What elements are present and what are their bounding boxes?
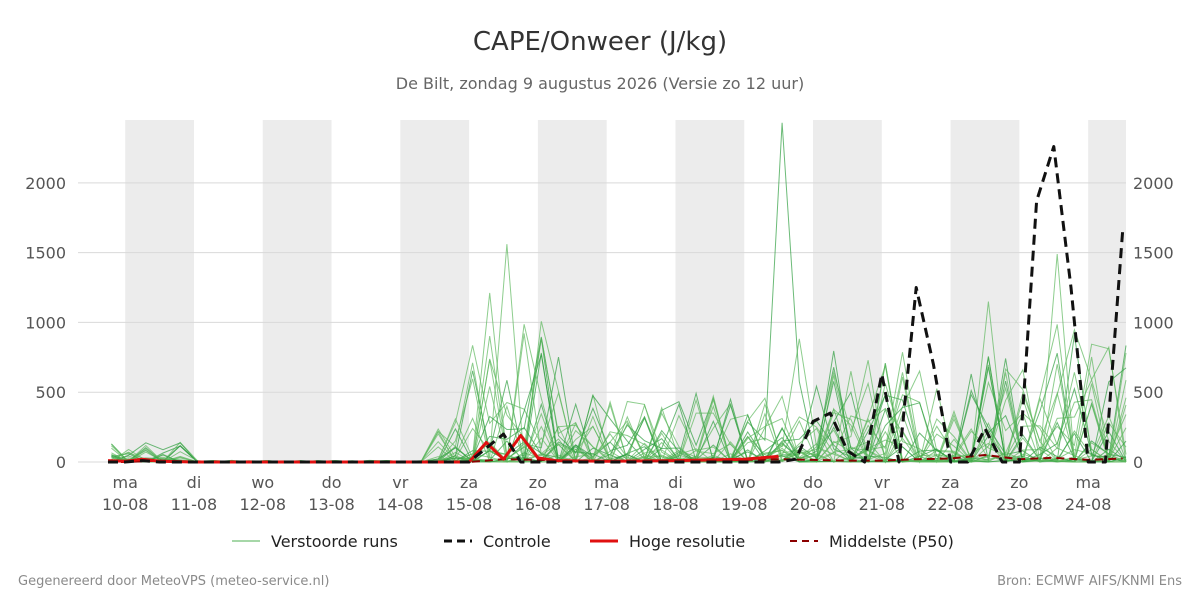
x-tick-date-12: 22-08 — [927, 495, 974, 514]
x-tick-weekday-11: vr — [874, 473, 890, 492]
y-axis-left: 0 500 1000 1500 2000 — [25, 174, 66, 472]
x-tick-weekday-7: ma — [594, 473, 619, 492]
legend-label-0: Verstoorde runs — [271, 532, 398, 551]
x-tick-date-4: 14-08 — [377, 495, 424, 514]
chart-legend: Verstoorde runs Controle Hoge resolutie Mid… — [232, 532, 954, 551]
shade-band-5 — [813, 120, 882, 462]
x-tick-date-10: 20-08 — [790, 495, 837, 514]
legend-label-1: Controle — [483, 532, 551, 551]
y-tick-left-4: 2000 — [25, 174, 66, 193]
x-tick-weekday-3: do — [322, 473, 342, 492]
shade-band-6 — [950, 120, 1020, 462]
legend-label-3: Middelste (P50) — [829, 532, 954, 551]
x-tick-date-3: 13-08 — [308, 495, 355, 514]
chart-subtitle: De Bilt, zondag 9 augustus 2026 (Versie … — [396, 74, 804, 93]
x-tick-date-7: 17-08 — [583, 495, 630, 514]
x-tick-weekday-10: do — [803, 473, 823, 492]
shade-band-4 — [675, 120, 745, 462]
y-tick-right-4: 2000 — [1133, 174, 1174, 193]
series-line-middelste-p50- — [108, 454, 1123, 463]
chart-title: CAPE/Onweer (J/kg) — [473, 27, 727, 57]
footer-generated-by: Gegenereerd door MeteoVPS (meteo-service… — [18, 574, 329, 589]
x-tick-weekday-0: ma — [113, 473, 138, 492]
x-tick-date-5: 15-08 — [446, 495, 493, 514]
x-axis: ma 10-08 di 11-08 wo 12-08 do 13-08 vr 14-08 za 15-… — [102, 473, 1111, 514]
x-tick-date-6: 16-08 — [515, 495, 562, 514]
y-tick-left-2: 1000 — [25, 313, 66, 332]
x-tick-date-1: 11-08 — [171, 495, 218, 514]
series-line-controle — [108, 145, 1125, 464]
x-tick-weekday-6: zo — [529, 473, 547, 492]
x-tick-weekday-1: di — [187, 473, 202, 492]
x-tick-date-14: 24-08 — [1065, 495, 1112, 514]
y-axis-right: 0 500 1000 1500 2000 — [1133, 174, 1174, 472]
x-tick-weekday-12: za — [941, 473, 959, 492]
y-tick-left-3: 1500 — [25, 244, 66, 263]
legend-label-2: Hoge resolutie — [629, 532, 745, 551]
x-tick-date-0: 10-08 — [102, 495, 149, 514]
y-tick-left-0: 0 — [56, 453, 66, 472]
x-tick-weekday-13: zo — [1010, 473, 1028, 492]
x-tick-date-9: 19-08 — [721, 495, 768, 514]
shade-band-7 — [1088, 120, 1126, 462]
weekend-shading — [125, 120, 1126, 462]
y-tick-right-1: 500 — [1133, 383, 1164, 402]
x-tick-weekday-9: wo — [733, 473, 756, 492]
footer-source: Bron: ECMWF AIFS/KNMI Ens — [997, 574, 1182, 589]
x-tick-weekday-8: di — [668, 473, 683, 492]
x-tick-weekday-14: ma — [1075, 473, 1100, 492]
y-tick-right-0: 0 — [1133, 453, 1143, 472]
y-tick-left-1: 500 — [35, 383, 66, 402]
forecast-series — [107, 145, 1125, 464]
x-tick-date-11: 21-08 — [859, 495, 906, 514]
y-tick-right-3: 1500 — [1133, 244, 1174, 263]
x-tick-weekday-2: wo — [251, 473, 274, 492]
shade-band-1 — [262, 120, 332, 462]
x-tick-weekday-4: vr — [392, 473, 408, 492]
x-tick-date-2: 12-08 — [240, 495, 287, 514]
x-tick-date-8: 18-08 — [652, 495, 699, 514]
x-tick-date-13: 23-08 — [996, 495, 1043, 514]
x-tick-weekday-5: za — [460, 473, 478, 492]
shade-band-2 — [400, 120, 470, 462]
shade-band-0 — [125, 120, 194, 462]
y-tick-right-2: 1000 — [1133, 313, 1174, 332]
